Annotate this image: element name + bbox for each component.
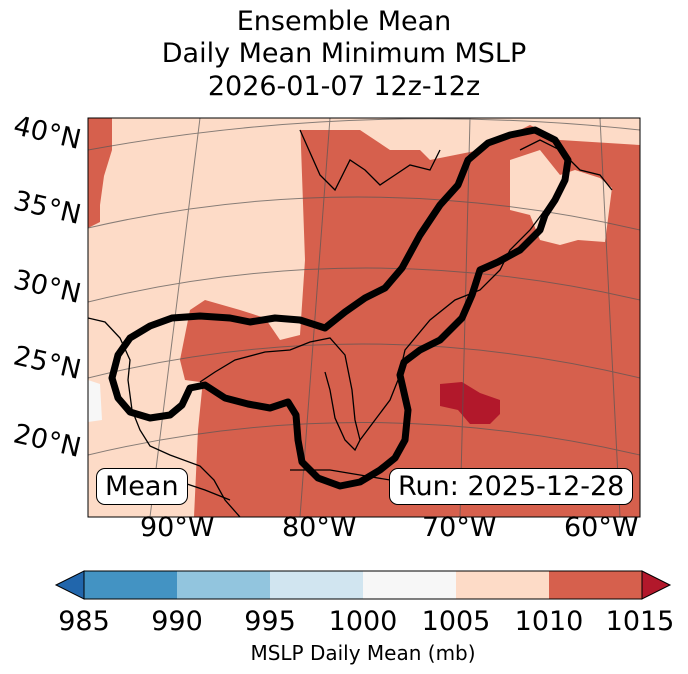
colorbar-segment-985-990	[84, 571, 177, 599]
lon-label-70w: 70°W	[422, 512, 497, 543]
colorbar-frame	[83, 570, 643, 600]
colorbar-tick-985: 985	[58, 606, 110, 637]
colorbar-extend-high	[641, 570, 672, 600]
colorbar	[54, 570, 672, 600]
colorbar-segment-995-1000	[270, 571, 363, 599]
colorbar-tick-995: 995	[244, 606, 296, 637]
pressure-field-1005-northeast	[510, 150, 612, 245]
colorbar-tick-1005: 1005	[421, 606, 491, 637]
pressure-field-1005-north	[88, 118, 640, 160]
colorbar-extend-low	[54, 570, 85, 600]
run-label: Run: 2025-12-28	[389, 468, 634, 505]
title-line-1: Ensemble Mean	[236, 6, 452, 37]
map-frame	[87, 117, 641, 518]
colorbar-segment-1010-1015	[549, 571, 642, 599]
map-panel	[88, 118, 640, 517]
title-line-3: 2026-01-07 12z-12z	[207, 71, 481, 102]
lon-label-90w: 90°W	[140, 512, 215, 543]
colorbar-tick-1000: 1000	[328, 606, 398, 637]
lon-label-80w: 80°W	[282, 512, 357, 543]
pressure-field-1015	[440, 382, 500, 424]
track-contour	[108, 126, 572, 490]
mean-label: Mean	[96, 468, 188, 505]
colorbar-tick-1015: 1015	[605, 606, 675, 637]
colorbar-segment-990-995	[177, 571, 270, 599]
lon-label-60w: 60°W	[564, 512, 639, 543]
title-line-2: Daily Mean Minimum MSLP	[161, 38, 527, 69]
colorbar-label: MSLP Daily Mean (mb)	[250, 641, 476, 665]
colorbar-tick-1010: 1010	[514, 606, 584, 637]
colorbar-tick-990: 990	[151, 606, 203, 637]
pressure-field-1000	[88, 380, 102, 422]
colorbar-segment-1000-1005	[363, 571, 456, 599]
colorbar-segment-1005-1010	[456, 571, 549, 599]
